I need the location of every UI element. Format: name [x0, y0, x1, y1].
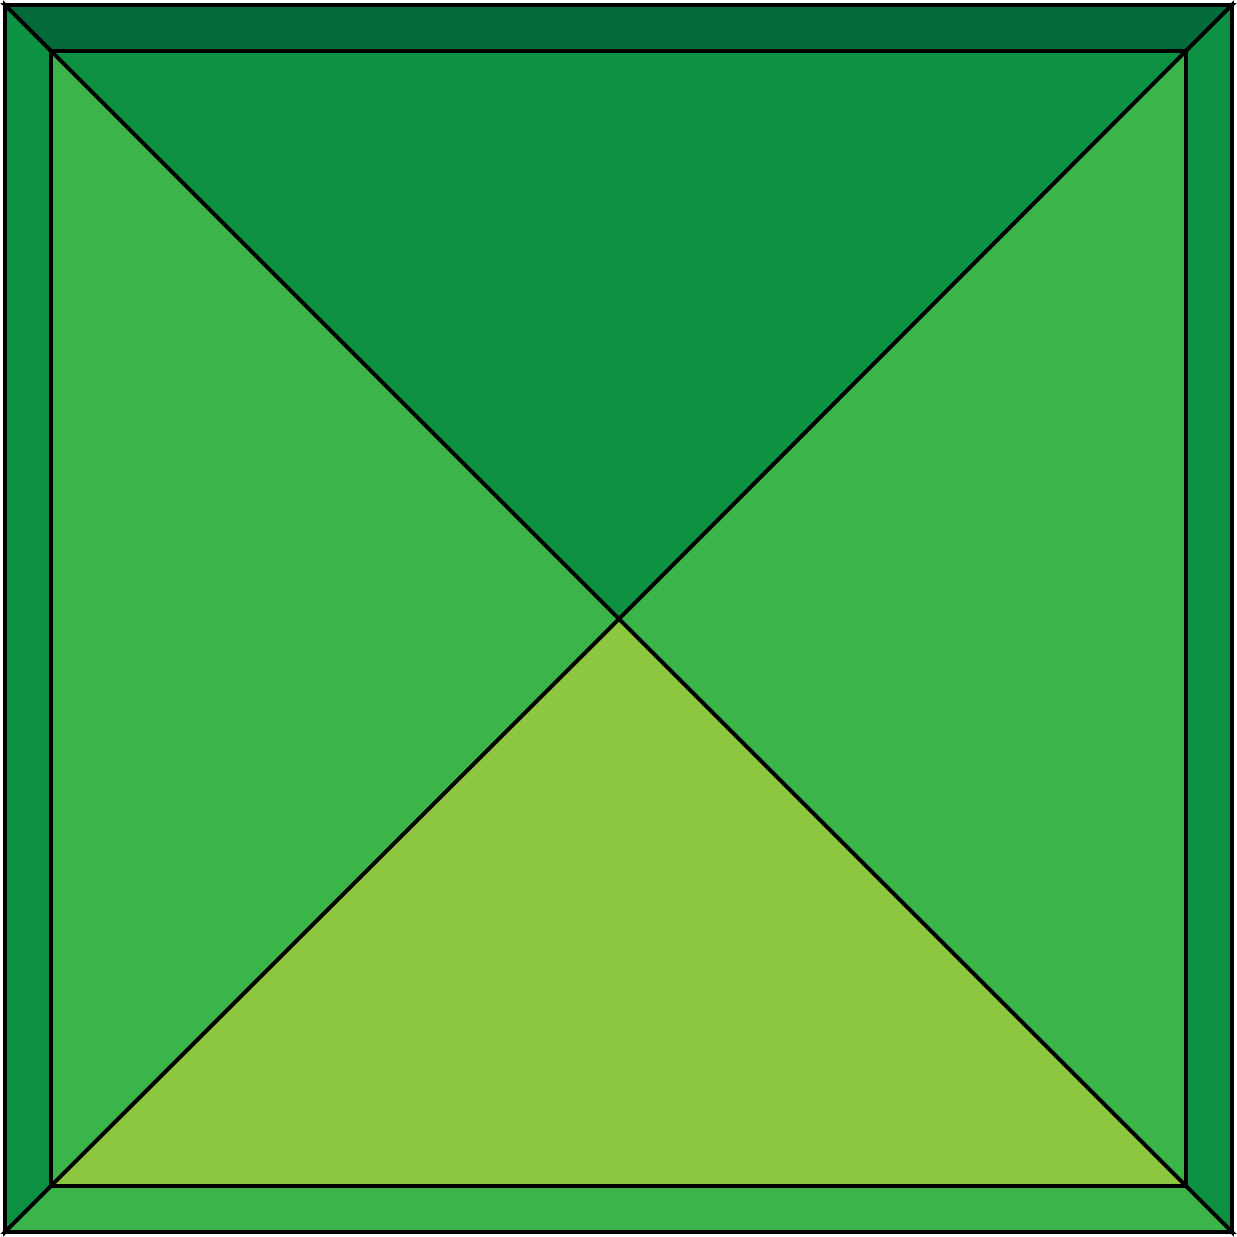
frame-bottom-bevel: [0, 1184, 1237, 1234]
outer-border: [3, 3, 1234, 1234]
frame-right-bevel: [1184, 0, 1234, 1237]
frame-top-bevel: [0, 2, 1237, 53]
face-bottom-triangle: [46, 616, 1191, 1188]
frame-left-bevel: [2, 0, 53, 1237]
